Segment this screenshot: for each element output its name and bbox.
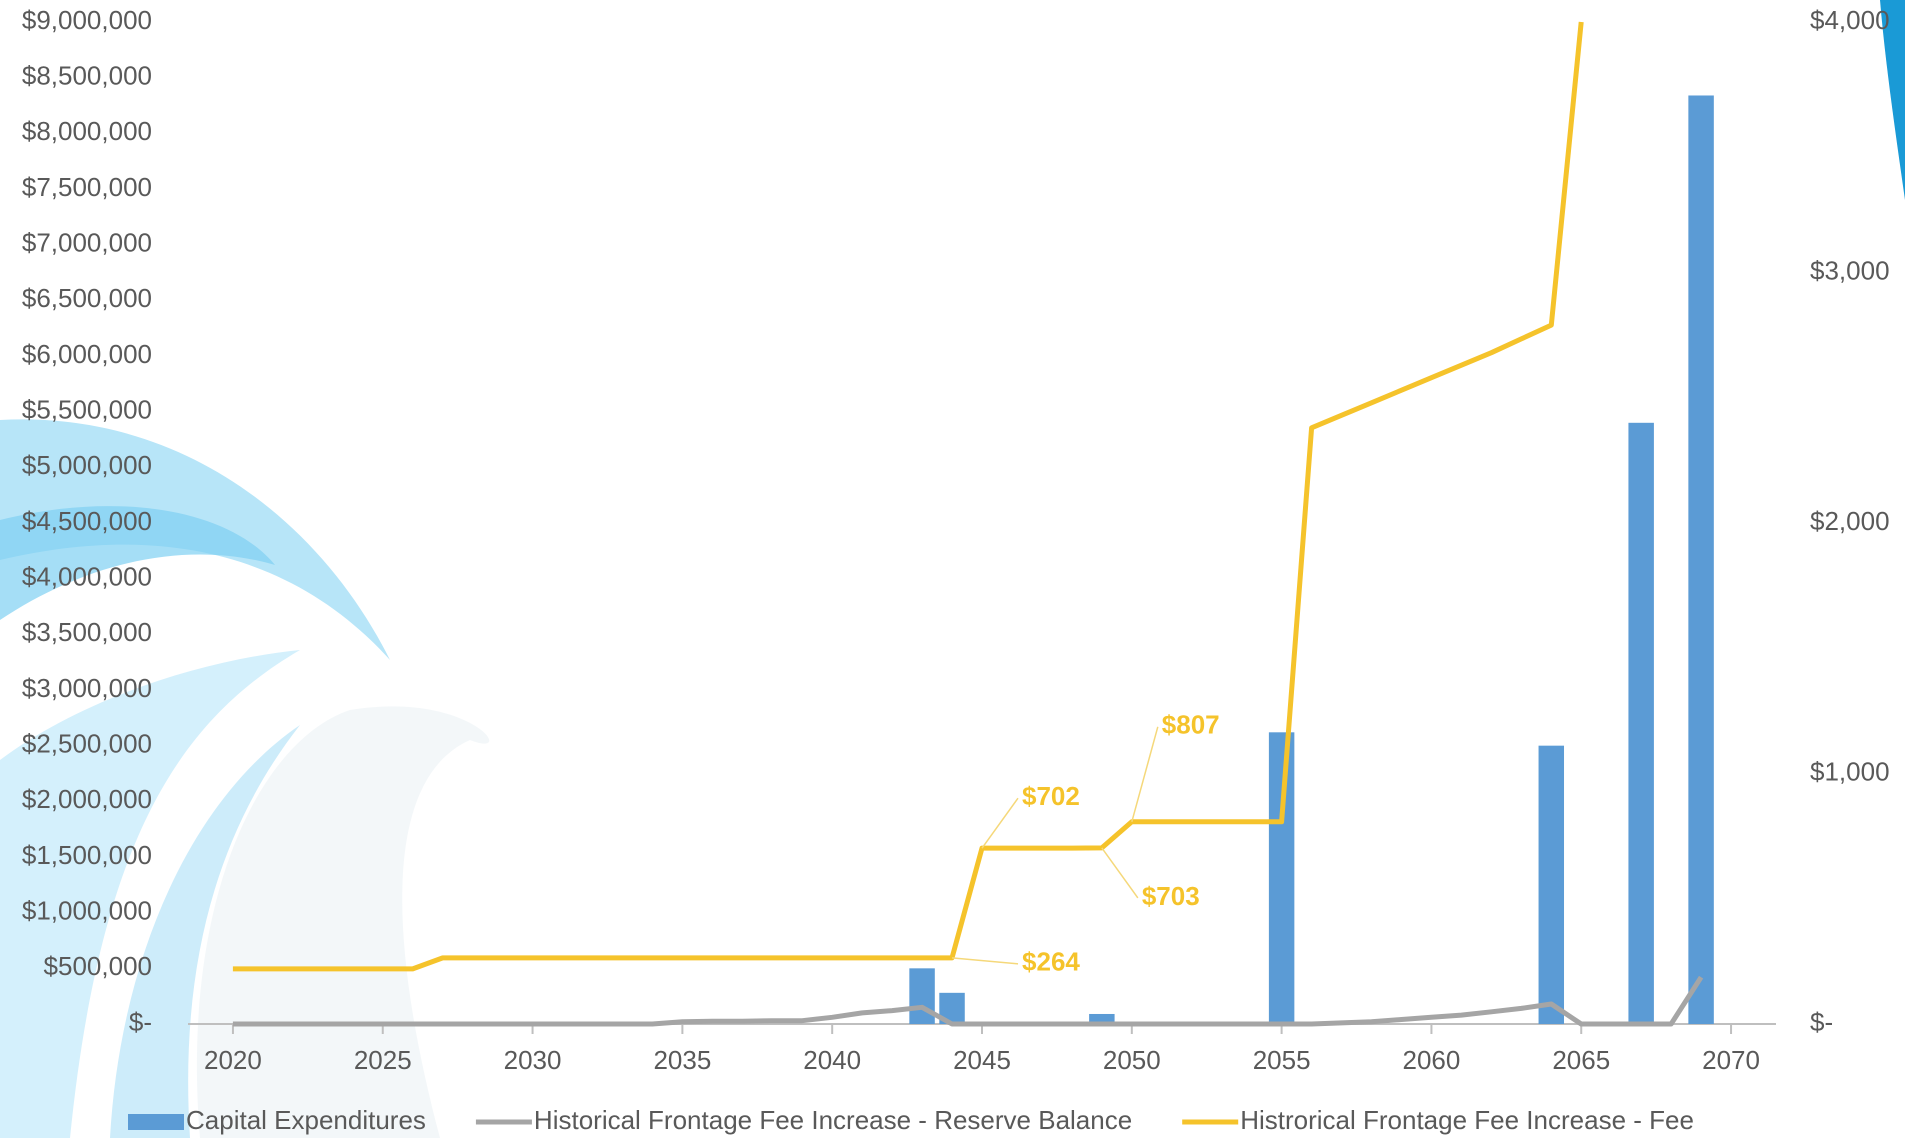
y-tick-label: $4,000,000 <box>22 562 152 592</box>
line <box>233 977 1701 1024</box>
leader-line <box>1132 727 1158 822</box>
legend-swatch <box>128 1114 184 1130</box>
x-tick-label: 2070 <box>1702 1045 1760 1075</box>
x-tick-label: 2055 <box>1253 1045 1311 1075</box>
x-tick-label: 2020 <box>204 1045 262 1075</box>
y-tick-label: $7,500,000 <box>22 172 152 202</box>
y-tick-label: $5,000,000 <box>22 450 152 480</box>
x-tick-label: 2025 <box>354 1045 412 1075</box>
y-tick-label: $2,500,000 <box>22 729 152 759</box>
y-tick-label: $8,500,000 <box>22 61 152 91</box>
y-tick-label: $3,000,000 <box>22 673 152 703</box>
y2-tick-label: $- <box>1810 1007 1833 1037</box>
bar <box>1688 95 1713 1024</box>
legend-label: Capital Expenditures <box>186 1105 426 1135</box>
line <box>233 22 1581 969</box>
leader-line <box>1102 848 1138 898</box>
data-label: $807 <box>1162 710 1220 740</box>
y2-tick-label: $2,000 <box>1810 506 1890 536</box>
bar <box>909 968 934 1024</box>
y-tick-label: $500,000 <box>44 951 152 981</box>
bar <box>1628 423 1653 1024</box>
y2-tick-label: $4,000 <box>1810 5 1890 35</box>
y-tick-label: $8,000,000 <box>22 116 152 146</box>
bar <box>1269 732 1294 1024</box>
x-tick-label: 2060 <box>1403 1045 1461 1075</box>
y-tick-label: $9,000,000 <box>22 5 152 35</box>
x-tick-label: 2065 <box>1552 1045 1610 1075</box>
legend-label: Histrorical Frontage Fee Increase - Fee <box>1240 1105 1694 1135</box>
y-tick-label: $1,000,000 <box>22 896 152 926</box>
x-tick-label: 2035 <box>653 1045 711 1075</box>
y-tick-label: $3,500,000 <box>22 617 152 647</box>
y-tick-label: $7,000,000 <box>22 228 152 258</box>
y2-tick-label: $1,000 <box>1810 756 1890 786</box>
y-tick-label: $- <box>129 1007 152 1037</box>
x-tick-label: 2040 <box>803 1045 861 1075</box>
chart: Capital Expenditures Historical Frontage … <box>0 0 1905 1138</box>
data-label: $264 <box>1022 947 1080 977</box>
x-tick-label: 2045 <box>953 1045 1011 1075</box>
legend: Capital Expenditures Historical Frontage … <box>128 1105 1694 1135</box>
leader-line <box>952 958 1018 964</box>
data-label: $703 <box>1142 881 1200 911</box>
y-tick-label: $6,500,000 <box>22 283 152 313</box>
bar <box>1539 746 1564 1024</box>
y-tick-label: $1,500,000 <box>22 840 152 870</box>
y-tick-label: $6,000,000 <box>22 339 152 369</box>
x-tick-label: 2030 <box>504 1045 562 1075</box>
y-tick-label: $2,000,000 <box>22 784 152 814</box>
y-tick-label: $4,500,000 <box>22 506 152 536</box>
y-tick-label: $5,500,000 <box>22 395 152 425</box>
leader-line <box>982 798 1018 848</box>
y2-tick-label: $3,000 <box>1810 255 1890 285</box>
legend-label: Historical Frontage Fee Increase - Reser… <box>534 1105 1132 1135</box>
data-label: $702 <box>1022 781 1080 811</box>
x-tick-label: 2050 <box>1103 1045 1161 1075</box>
